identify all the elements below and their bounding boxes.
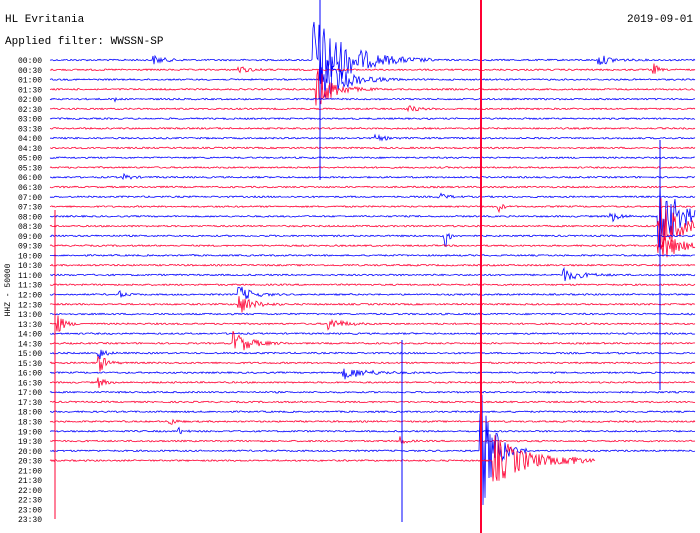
trace (49, 283, 696, 287)
time-label: 04:30 (18, 145, 42, 154)
trace (50, 105, 696, 113)
trace (49, 436, 696, 445)
time-label: 12:30 (18, 301, 42, 310)
trace (49, 266, 696, 282)
time-label: 03:30 (18, 125, 42, 134)
trace (49, 180, 696, 248)
time-label: 03:00 (18, 116, 42, 125)
time-label: 06:30 (18, 184, 42, 193)
trace (49, 426, 696, 435)
trace (49, 435, 596, 482)
trace (49, 192, 696, 199)
time-label: 13:00 (18, 311, 42, 320)
trace (49, 69, 696, 106)
trace (49, 224, 696, 258)
axis-label: HHZ - 50000 (4, 263, 13, 316)
trace (49, 232, 695, 248)
time-label: 09:00 (18, 233, 42, 242)
time-label: 23:30 (18, 516, 42, 525)
time-label: 21:00 (18, 467, 42, 476)
time-label: 20:00 (18, 448, 42, 457)
time-label: 22:00 (18, 487, 42, 496)
time-label: 09:30 (18, 243, 42, 252)
station-name: HL Evritania (5, 14, 85, 26)
trace (49, 390, 696, 394)
trace (49, 332, 696, 336)
trace (49, 253, 695, 257)
time-label: 05:00 (18, 155, 42, 164)
trace (49, 198, 696, 247)
time-label: 10:00 (18, 252, 42, 261)
time-label: 01:00 (18, 77, 42, 86)
time-label: 17:30 (18, 399, 42, 408)
trace (49, 355, 696, 372)
time-label: 16:00 (18, 370, 42, 379)
time-label: 11:30 (18, 282, 42, 291)
trace (50, 133, 696, 142)
trace (49, 368, 696, 380)
trace (49, 286, 696, 300)
trace (49, 296, 696, 313)
trace (49, 185, 696, 189)
time-label: 00:30 (18, 67, 42, 76)
time-label: 20:30 (18, 458, 42, 467)
time-label: 22:30 (18, 497, 42, 506)
trace (49, 55, 696, 98)
time-label: 15:00 (18, 350, 42, 359)
trace (49, 400, 696, 404)
trace (49, 349, 696, 360)
trace (49, 331, 696, 351)
time-label: 02:30 (18, 106, 42, 115)
time-label: 06:00 (18, 174, 42, 183)
trace (49, 418, 696, 425)
time-label: 05:30 (18, 164, 42, 173)
time-label: 14:00 (18, 331, 42, 340)
filter-label: Applied filter: WWSSN-SP (5, 36, 164, 48)
trace (49, 203, 696, 214)
trace (49, 166, 696, 169)
time-label: 08:30 (18, 223, 42, 232)
trace (49, 117, 696, 121)
time-label: 16:30 (18, 379, 42, 388)
date: 2019-09-01 (627, 14, 693, 26)
time-label: 12:00 (18, 291, 42, 300)
trace (49, 394, 696, 506)
trace (49, 410, 696, 414)
time-label: 23:00 (18, 506, 42, 515)
time-label: 07:30 (18, 204, 42, 213)
time-label: 19:30 (18, 438, 42, 447)
trace (49, 126, 696, 130)
trace (50, 172, 696, 180)
time-label: 01:30 (18, 86, 42, 95)
time-label: 13:30 (18, 321, 42, 330)
trace (49, 21, 696, 90)
trace (49, 377, 695, 388)
time-label: 18:30 (18, 418, 42, 427)
trace (49, 312, 696, 316)
time-label: 14:30 (18, 340, 42, 349)
trace (49, 156, 696, 160)
time-label: 00:00 (18, 57, 42, 66)
trace (49, 315, 696, 332)
time-label: 02:00 (18, 96, 42, 105)
time-label: 08:00 (18, 213, 42, 222)
trace (49, 263, 696, 267)
time-label: 18:00 (18, 409, 42, 418)
time-label: 04:00 (18, 135, 42, 144)
trace (49, 63, 696, 74)
time-label: 11:00 (18, 272, 42, 281)
time-label: 10:30 (18, 262, 42, 271)
time-label: 21:30 (18, 477, 42, 486)
time-label: 17:00 (18, 389, 42, 398)
time-label: 19:00 (18, 428, 42, 437)
trace (49, 146, 696, 150)
traces (49, 0, 696, 533)
time-label: 07:00 (18, 194, 42, 203)
time-label: 15:30 (18, 360, 42, 369)
trace (49, 96, 696, 103)
